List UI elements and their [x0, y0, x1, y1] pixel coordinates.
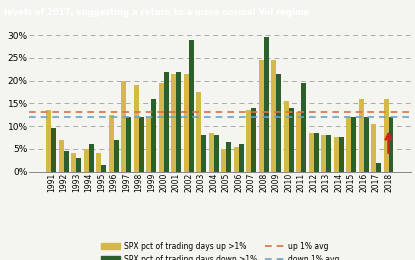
Bar	[346, 117, 351, 172]
Bar	[296, 112, 301, 172]
Bar	[64, 151, 69, 172]
Bar	[114, 140, 119, 172]
Bar	[164, 72, 169, 172]
Bar	[196, 92, 201, 172]
Bar	[189, 40, 194, 172]
Bar	[84, 149, 89, 172]
Bar	[159, 83, 164, 172]
Bar	[209, 133, 214, 172]
Bar	[383, 99, 388, 172]
Bar	[101, 165, 106, 172]
Bar	[388, 117, 393, 172]
Bar	[321, 135, 326, 172]
Legend: SPX pct of trading days up >1%, SPX pct of trading days down >1%, up 1% avg, dow: SPX pct of trading days up >1%, SPX pct …	[98, 239, 342, 260]
Text: levels of 2017, suggesting a return to a more normal Vol regime: levels of 2017, suggesting a return to a…	[4, 8, 310, 17]
Bar	[359, 99, 364, 172]
Bar	[283, 101, 288, 172]
Bar	[184, 74, 189, 172]
Bar	[271, 60, 276, 172]
Bar	[301, 83, 306, 172]
Bar	[251, 108, 256, 172]
Bar	[309, 133, 314, 172]
Bar	[59, 140, 64, 172]
Bar	[46, 110, 51, 172]
Bar	[246, 110, 251, 172]
Bar	[376, 162, 381, 172]
Bar	[239, 144, 244, 172]
Bar	[371, 124, 376, 172]
Bar	[364, 117, 369, 172]
Bar	[151, 99, 156, 172]
Bar	[176, 72, 181, 172]
Bar	[339, 138, 344, 172]
Bar	[226, 142, 231, 172]
Bar	[264, 37, 269, 172]
Bar	[288, 108, 294, 172]
Bar	[146, 117, 151, 172]
Bar	[314, 133, 319, 172]
Bar	[71, 153, 76, 172]
Bar	[171, 74, 176, 172]
Bar	[51, 128, 56, 172]
Bar	[109, 115, 114, 172]
Bar	[76, 158, 81, 172]
Bar	[276, 74, 281, 172]
Bar	[96, 153, 101, 172]
Bar	[201, 135, 206, 172]
Bar	[259, 60, 264, 172]
Bar	[134, 85, 139, 172]
Bar	[351, 117, 356, 172]
Bar	[334, 138, 339, 172]
Bar	[326, 135, 331, 172]
Bar	[234, 147, 239, 172]
Bar	[139, 117, 144, 172]
Bar	[214, 135, 219, 172]
Bar	[121, 81, 126, 172]
Bar	[221, 149, 226, 172]
Bar	[126, 117, 131, 172]
Bar	[89, 144, 94, 172]
